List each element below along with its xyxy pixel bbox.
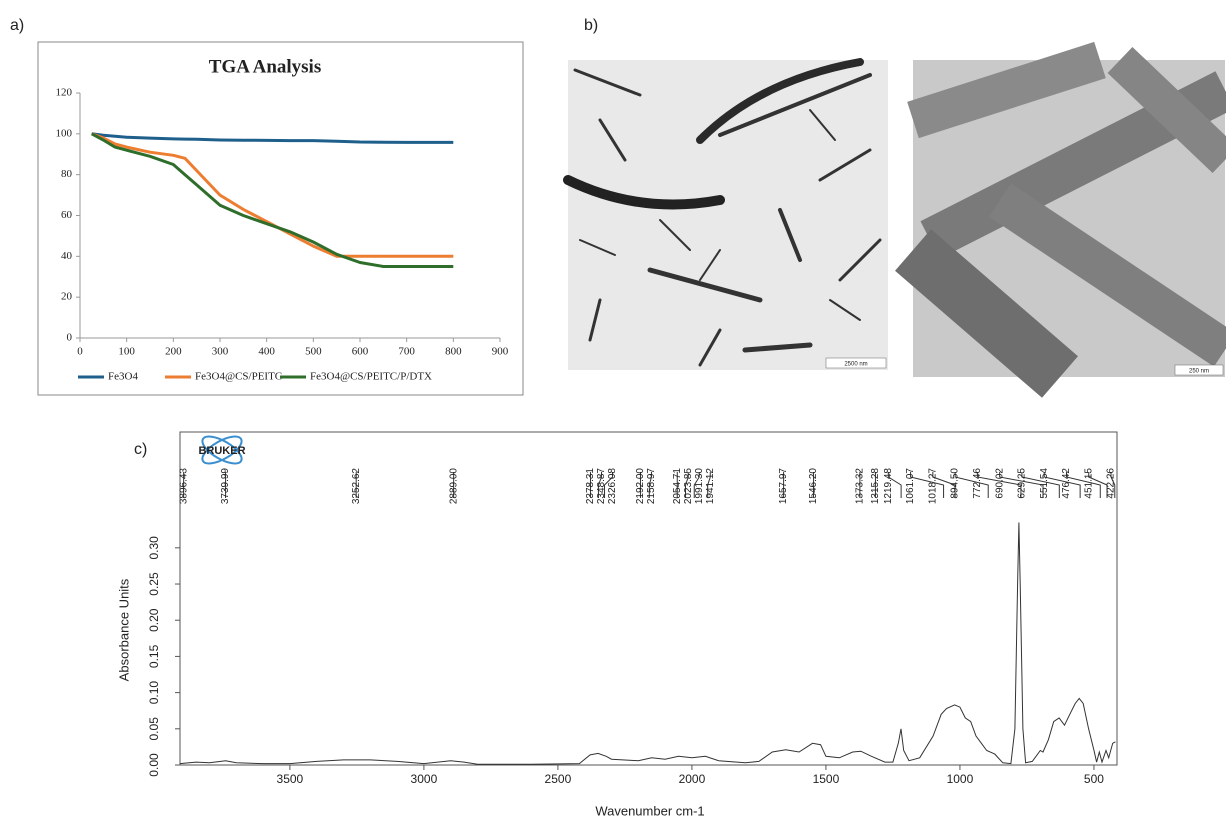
x-tick-label: 500: [1084, 772, 1104, 786]
x-tick-label: 900: [492, 346, 509, 358]
legend-label: Fe3O4: [108, 371, 138, 383]
y-tick-label: 120: [56, 87, 73, 99]
scale-bar-label: 250 nm: [1189, 369, 1209, 375]
peak-label: 2348.87: [596, 468, 607, 505]
x-tick-label: 600: [352, 346, 369, 358]
peak-label: 1219.48: [883, 468, 894, 505]
legend-label: Fe3O4@CS/PEITC/P/DTX: [310, 371, 432, 383]
peak-marker: [685, 472, 689, 498]
chart-title: TGA Analysis: [209, 56, 321, 77]
y-tick-label: 0.20: [147, 608, 161, 632]
peak-label: 1373.32: [855, 468, 866, 505]
peak-label: 1315.28: [870, 468, 881, 505]
peak-label: 1061.07: [905, 468, 916, 505]
peak-label: 422.26: [1106, 468, 1117, 499]
logo: [201, 435, 243, 465]
peak-marker: [910, 472, 945, 498]
x-tick-label: 2500: [545, 772, 572, 786]
x-tick-label: 2000: [679, 772, 706, 786]
y-tick-label: 40: [61, 250, 73, 262]
tem-image: [895, 41, 1226, 398]
peak-label: 1018.27: [927, 468, 938, 505]
peak-marker: [1065, 472, 1101, 498]
x-tick-label: 200: [165, 346, 182, 358]
x-tick-label: 700: [398, 346, 415, 358]
data-line: [91, 132, 454, 258]
peak-marker: [976, 472, 1022, 498]
x-tick-label: 3000: [411, 772, 438, 786]
x-tick-label: 500: [305, 346, 322, 358]
panel-label: b): [584, 17, 598, 34]
peak-label: 1941.12: [705, 468, 716, 505]
peak-label: 2326.08: [607, 468, 618, 505]
peak-marker: [1088, 472, 1108, 498]
peak-label: 2158.97: [646, 468, 657, 505]
chart-frame: [37, 41, 524, 396]
peak-label: 3896.43: [178, 468, 189, 505]
peak-label: 2889.00: [448, 468, 459, 505]
data-line: [90, 132, 454, 268]
scale-bar-label: 2500 nm: [844, 362, 867, 368]
x-tick-label: 800: [445, 346, 462, 358]
x-tick-label: 100: [118, 346, 135, 358]
peak-label: 690.02: [994, 468, 1005, 499]
peak-marker: [693, 472, 700, 498]
y-tick-label: 60: [61, 209, 73, 221]
peak-marker: [648, 472, 652, 498]
peak-label: 894.50: [950, 468, 961, 499]
y-tick-label: 0.00: [147, 753, 161, 777]
peak-label: 1657.97: [778, 468, 789, 505]
y-tick-label: 0.10: [147, 681, 161, 705]
y-tick-label: 0.25: [147, 572, 161, 596]
y-tick-label: 0: [67, 332, 73, 344]
x-tick-label: 1000: [947, 772, 974, 786]
peak-marker: [999, 472, 1044, 498]
peak-label: 629.25: [1017, 468, 1028, 499]
peak-marker: [604, 472, 614, 498]
peak-label: 476.42: [1061, 468, 1072, 499]
y-tick-label: 0.05: [147, 717, 161, 741]
peak-label: 2192.00: [635, 468, 646, 505]
peak-label: 551.54: [1039, 468, 1050, 499]
peak-label: 2023.85: [683, 468, 694, 505]
legend-label: Fe3O4@CS/PEITC: [195, 371, 282, 383]
peak-marker: [597, 472, 603, 498]
peak-marker: [932, 472, 956, 498]
peak-label: 1546.20: [808, 468, 819, 505]
logo-text: BRUKER: [198, 445, 245, 457]
x-axis-label: Wavenumber cm-1: [595, 803, 704, 818]
peak-marker: [887, 472, 902, 498]
peak-label: 772.46: [972, 468, 983, 499]
x-tick-label: 1500: [813, 772, 840, 786]
panel-label: a): [10, 17, 24, 34]
spectrum-line: [179, 522, 1116, 765]
peak-marker: [1110, 472, 1116, 498]
y-tick-label: 20: [61, 291, 73, 303]
peak-marker: [707, 472, 711, 498]
y-axis-label: Absorbance Units: [116, 578, 131, 681]
tem-image: [563, 58, 888, 370]
peak-marker: [1043, 472, 1081, 498]
x-tick-label: 400: [258, 346, 275, 358]
peak-label: 3739.99: [220, 468, 231, 505]
peak-marker: [954, 472, 989, 498]
peak-label: 2378.31: [585, 468, 596, 505]
x-tick-label: 0: [77, 346, 83, 358]
x-tick-label: 3500: [277, 772, 304, 786]
peak-label: 3252.62: [351, 468, 362, 505]
peak-label: 2054.71: [672, 468, 683, 505]
y-tick-label: 0.30: [147, 536, 161, 560]
y-tick-label: 100: [56, 127, 73, 139]
plot-frame: [179, 431, 1118, 766]
x-tick-label: 300: [212, 346, 229, 358]
data-line: [91, 132, 454, 144]
peak-label: 451.15: [1083, 468, 1094, 499]
y-tick-label: 0.15: [147, 644, 161, 668]
y-tick-label: 80: [61, 168, 73, 180]
peak-label: 1991.30: [694, 468, 705, 505]
peak-marker: [1021, 472, 1060, 498]
panel-label: c): [134, 441, 147, 458]
